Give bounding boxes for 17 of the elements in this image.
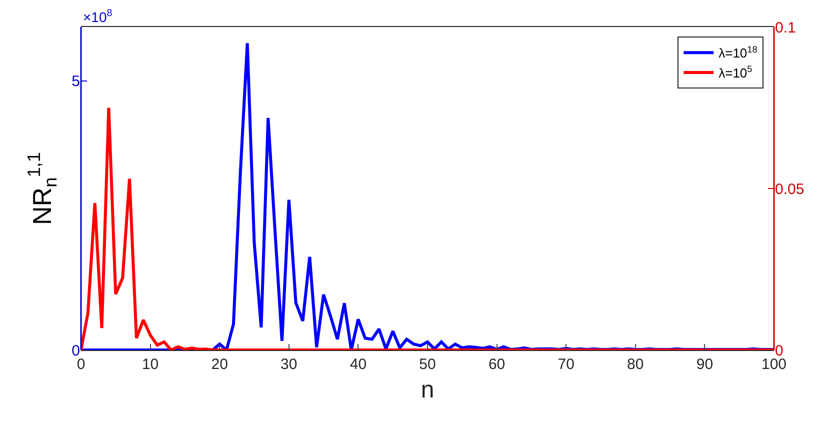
- x-tick-label: 70: [558, 356, 574, 373]
- text: ×10$^{8}$: [83, 8, 113, 25]
- y-tick-label: 5: [72, 73, 80, 90]
- legend-label: λ=10$^{5}$: [718, 64, 752, 81]
- x-tick-label: 20: [211, 356, 228, 373]
- x-tick-label: 90: [696, 356, 714, 373]
- y2-tick-label: 0.05: [775, 180, 804, 198]
- x-tick-label: 80: [627, 356, 644, 373]
- x-tick-label: 60: [488, 356, 506, 373]
- x-tick-label: 50: [419, 356, 436, 373]
- x-tick-label: 40: [350, 356, 367, 373]
- legend-label: λ=10$^{18}$: [718, 44, 758, 61]
- line-series: [81, 106, 774, 350]
- x-tick-label: 10: [142, 356, 159, 373]
- y2-tick-label: 0.1: [775, 19, 796, 36]
- x-tick-label: 30: [280, 356, 298, 373]
- x-axis-title: n: [420, 376, 434, 404]
